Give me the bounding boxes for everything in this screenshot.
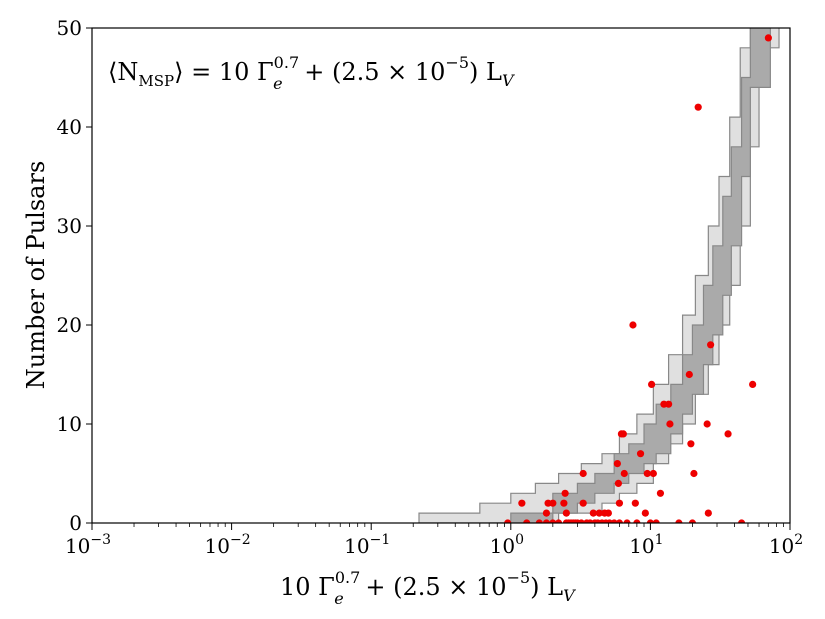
equation-annotation: ⟨NMSP⟩ = 10 Γ0.7 e + (2.5 × 10−5) LV <box>108 53 515 93</box>
data-point <box>629 321 637 329</box>
plot-frame <box>91 27 791 524</box>
data-point <box>623 519 631 523</box>
data-point <box>694 103 702 111</box>
data-point <box>555 519 563 523</box>
x-tick-label: 102 <box>769 532 803 558</box>
data-point <box>687 440 695 448</box>
data-point <box>615 519 624 523</box>
x-axis-label: 10 Γ0.7 e + (2.5 × 10−5) LV <box>280 568 576 608</box>
data-point <box>518 499 526 507</box>
band-inner <box>489 28 771 523</box>
data-point <box>579 499 587 507</box>
data-point <box>589 509 597 517</box>
data-point <box>646 519 654 523</box>
data-point <box>737 519 746 523</box>
data-point <box>675 519 683 523</box>
data-point <box>523 519 531 523</box>
data-point <box>707 341 715 349</box>
y-tick-label: 30 <box>57 214 82 238</box>
y-tick-label: 0 <box>69 511 82 535</box>
y-tick-label: 40 <box>57 115 82 139</box>
plot-area <box>418 28 780 523</box>
data-point <box>641 509 649 517</box>
x-tick-label: 10−2 <box>205 532 251 558</box>
y-tick-label: 50 <box>57 16 82 40</box>
data-point <box>631 499 639 507</box>
x-tick-label: 101 <box>629 532 663 558</box>
data-point <box>749 380 757 388</box>
data-point <box>542 519 551 523</box>
data-point <box>549 519 557 523</box>
x-tick-label: 10−1 <box>344 532 390 558</box>
y-tick-label: 10 <box>57 412 82 436</box>
data-point <box>577 519 585 523</box>
data-point <box>620 469 628 478</box>
data-point <box>633 519 641 523</box>
data-point <box>666 420 674 428</box>
data-point <box>704 509 712 517</box>
data-point <box>561 489 569 497</box>
data-point <box>542 509 551 517</box>
data-point <box>560 499 568 507</box>
data-point <box>604 509 612 517</box>
data-point <box>504 519 512 523</box>
data-point <box>535 519 543 523</box>
data-point <box>562 509 570 517</box>
data-point <box>595 509 603 517</box>
data-point <box>652 519 660 523</box>
data-point <box>619 430 627 438</box>
axis-ticks: 0 10 20 30 40 50 10−3 10−2 10−1 100 101 102 <box>57 16 804 558</box>
data-point <box>664 400 673 408</box>
data-point <box>615 499 624 507</box>
data-point <box>613 460 621 468</box>
data-point <box>685 370 693 379</box>
data-point <box>656 489 665 497</box>
data-point <box>724 430 732 438</box>
data-point <box>549 499 557 507</box>
data-point <box>764 34 772 42</box>
x-tick-label: 10−3 <box>65 532 111 558</box>
data-point <box>649 469 657 478</box>
data-point <box>648 380 656 388</box>
data-point <box>703 420 711 428</box>
data-point <box>688 519 697 523</box>
y-tick-label: 20 <box>57 313 82 337</box>
data-point <box>614 479 623 487</box>
data-point <box>643 469 651 478</box>
data-point <box>636 450 645 458</box>
data-point <box>579 469 587 478</box>
x-tick-label: 100 <box>490 532 524 558</box>
data-point <box>690 469 698 478</box>
y-axis-label: Number of Pulsars <box>22 161 50 390</box>
